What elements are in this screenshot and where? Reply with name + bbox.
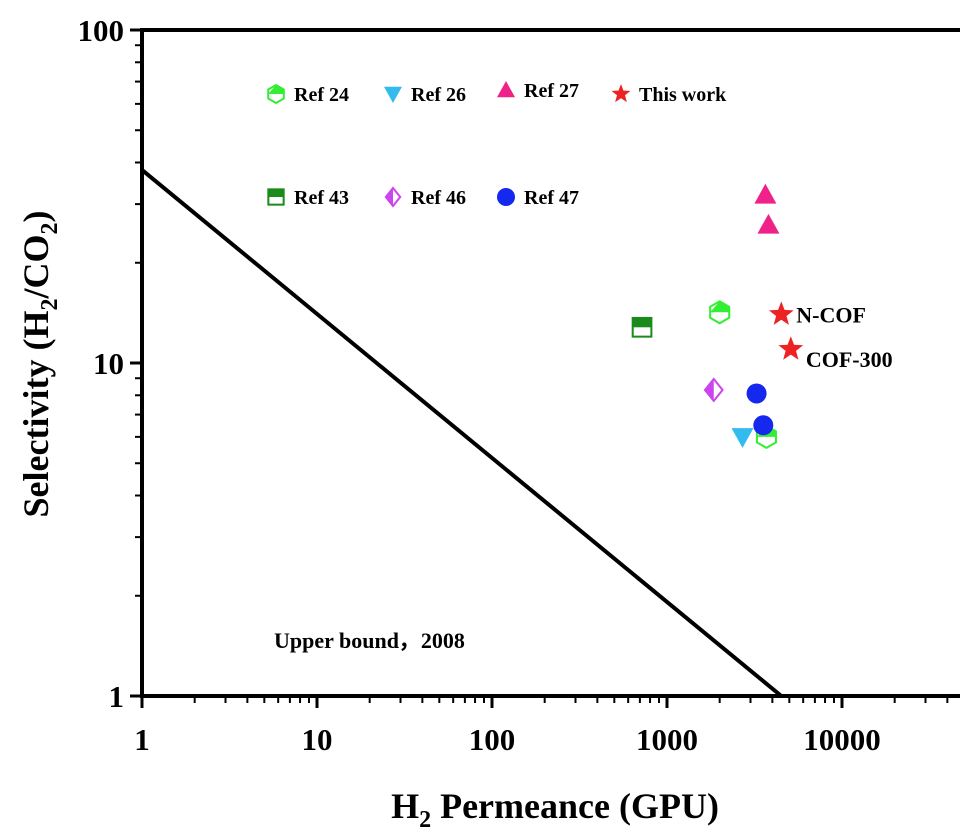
y-axis-title-a: Selectivity (H — [16, 311, 56, 518]
data-point-ref-26-1 — [731, 428, 754, 448]
x-axis-title-main: H — [391, 786, 419, 826]
data-point-ref-24-1 — [709, 300, 731, 325]
legend-marker-2 — [384, 86, 402, 103]
legend-item-ref-46: Ref 46 — [384, 186, 466, 209]
y-tick-label: 1 — [109, 679, 125, 714]
legend-label: This work — [639, 84, 727, 106]
legend-marker-1 — [267, 83, 285, 105]
data-point-this-work-1 — [768, 301, 794, 325]
ticks-layer: 1 10 100 1000 10000 1 10 100 — [78, 13, 949, 757]
data-point-this-work-2 — [778, 336, 804, 360]
y-axis-title: Selectivity (H2/CO2) — [16, 211, 63, 518]
point-label-cof-300: COF-300 — [806, 347, 893, 372]
x-axis-title: H2 Permeance (GPU) — [391, 786, 719, 832]
legend-label: Ref 46 — [411, 187, 466, 209]
x-axis-title-sub: 2 — [419, 807, 431, 832]
legend-item-this-work: This work — [611, 84, 727, 106]
y-axis-title-b: /CO — [16, 235, 56, 300]
x-tick-label: 100 — [469, 722, 516, 757]
upper-bound-layer — [140, 168, 783, 698]
legend-label: Ref 27 — [524, 80, 579, 102]
y-axis-title-sub1: 2 — [37, 299, 63, 311]
data-point-ref-27-1 — [754, 183, 777, 204]
legend-marker-7 — [497, 188, 515, 206]
y-axis-title-sub2: 2 — [37, 223, 63, 235]
legend-item-ref-43: Ref 43 — [267, 187, 349, 209]
data-point-ref-47-2 — [753, 415, 774, 436]
legend-marker-4 — [611, 84, 631, 103]
x-tick-label: 10 — [302, 722, 333, 757]
legend-label: Ref 24 — [294, 84, 349, 106]
point-label-n-cof: N-COF — [796, 302, 866, 327]
legend: Ref 24 Ref 26 Ref 27 This work Ref 43 Ref 46 R… — [267, 80, 727, 209]
x-axis-title-rest: Permeance (GPU) — [431, 786, 719, 826]
legend-item-ref-26: Ref 26 — [384, 84, 466, 106]
upper-bound-line — [140, 168, 783, 698]
data-point-ref-43-1 — [631, 316, 653, 338]
x-tick-label: 1000 — [636, 722, 698, 757]
legend-marker-6 — [384, 186, 402, 208]
y-tick-label: 100 — [78, 13, 125, 48]
data-point-ref-47-1 — [746, 383, 767, 404]
x-tick-label: 1 — [134, 722, 150, 757]
data-points-layer: N-COF COF-300 — [631, 183, 893, 450]
legend-item-ref-47: Ref 47 — [497, 187, 579, 209]
x-tick-label: 10000 — [803, 722, 881, 757]
legend-marker-3 — [497, 81, 515, 98]
legend-marker-5 — [267, 188, 285, 206]
legend-item-ref-24: Ref 24 — [267, 83, 349, 106]
y-axis-title-c: ) — [16, 211, 56, 223]
legend-label: Ref 26 — [411, 84, 466, 106]
legend-item-ref-27: Ref 27 — [497, 80, 579, 102]
upper-bound-label: Upper bound，2008 — [274, 628, 465, 653]
data-point-ref-46-1 — [703, 377, 724, 403]
data-point-ref-27-2 — [757, 213, 780, 234]
legend-label: Ref 43 — [294, 187, 349, 209]
y-tick-label: 10 — [93, 346, 124, 381]
legend-label: Ref 47 — [524, 187, 579, 209]
